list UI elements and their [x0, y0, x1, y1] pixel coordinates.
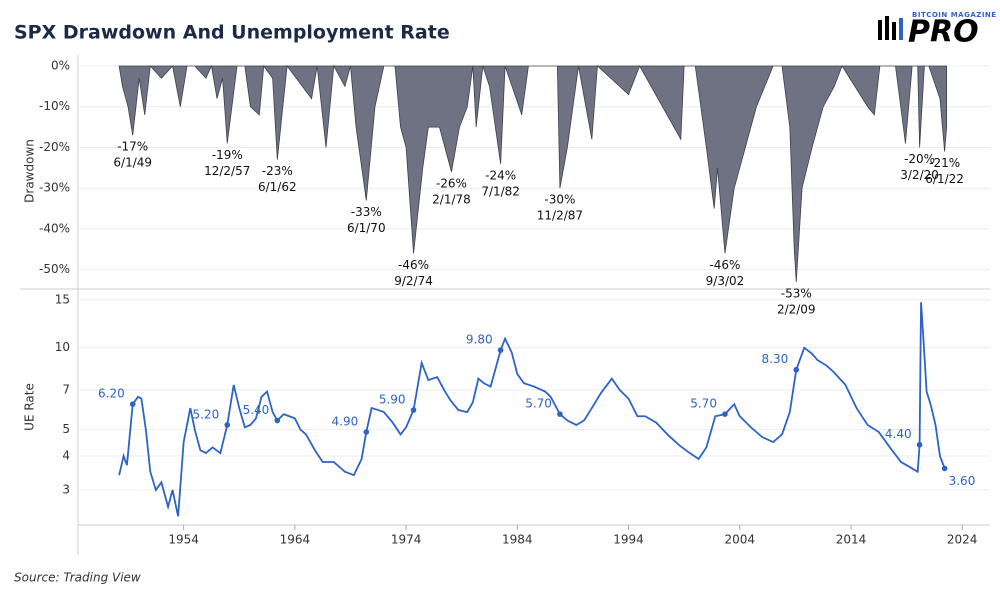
y-tick-label: 4 — [62, 448, 70, 462]
ue-marker — [557, 411, 563, 417]
chart-title: SPX Drawdown And Unemployment Rate — [14, 22, 450, 44]
annotation-value: -23% — [262, 164, 293, 178]
annotation-date: 11/2/87 — [537, 209, 583, 223]
point-label: 5.70 — [525, 397, 552, 411]
x-tick-label: 1964 — [280, 533, 311, 547]
annotation-value: -53% — [781, 286, 812, 300]
y-axis-title: UE Rate — [23, 383, 37, 431]
source-note: Source: Trading View — [14, 571, 141, 585]
ue-marker — [916, 441, 923, 448]
panel: 3 4 5 7 10 15 1954 1964 1974 1984 1994 2004 2014 2024… — [55, 292, 990, 547]
y-tick-label: -40% — [39, 221, 70, 235]
annotation-value: -24% — [485, 168, 516, 182]
point-label: 5.90 — [379, 393, 406, 407]
point-label: 8.30 — [762, 352, 789, 366]
annotation-date: 6/1/22 — [925, 172, 964, 186]
point-label: 9.80 — [466, 333, 493, 347]
y-tick-label: 10 — [55, 340, 70, 354]
annotation-value: -19% — [212, 148, 243, 162]
x-tick-label: 1994 — [613, 533, 644, 547]
y-tick-label: 0% — [51, 58, 70, 72]
y-tick-label: 15 — [55, 292, 70, 306]
x-tick-label: 1984 — [502, 533, 533, 547]
annotation-date: 12/2/57 — [204, 164, 250, 178]
annotation-date: 9/2/74 — [394, 274, 433, 288]
x-tick-label: 1954 — [168, 533, 199, 547]
x-tick-label: 2004 — [724, 533, 755, 547]
annotation-date: 2/1/78 — [432, 192, 471, 206]
ue-marker — [793, 366, 800, 373]
ue-marker — [224, 422, 231, 428]
annotation-value: -21% — [929, 156, 960, 170]
ue-marker — [941, 465, 948, 472]
point-label: 3.60 — [949, 474, 976, 488]
point-label: 4.90 — [332, 414, 359, 428]
y-tick-label: 7 — [62, 382, 70, 396]
logo-bar — [892, 22, 896, 40]
annotation-value: -30% — [544, 193, 575, 207]
y-axis-title: Drawdown — [23, 139, 37, 203]
annotation-value: -26% — [436, 176, 467, 190]
ue-marker — [129, 401, 136, 407]
logo-bar — [885, 16, 889, 40]
logo-pro: PRO — [908, 15, 979, 50]
point-label: 5.70 — [690, 397, 717, 411]
y-tick-label: -20% — [39, 140, 70, 154]
logo: BITCOIN MAGAZINE PRO — [878, 11, 997, 50]
annotation-value: -20% — [904, 152, 935, 166]
logo-bar — [899, 18, 903, 40]
annotation-date: 7/1/82 — [481, 184, 520, 198]
x-tick-label: 2024 — [947, 533, 978, 547]
ue-marker — [497, 347, 504, 353]
y-tick-label: -50% — [39, 262, 70, 276]
annotation-date: 2/2/09 — [777, 302, 816, 316]
x-tick-label: 2014 — [836, 533, 867, 547]
annotation-value: -33% — [351, 205, 382, 219]
y-tick-label: -30% — [39, 181, 70, 195]
point-label: 5.40 — [243, 403, 270, 417]
ue-marker — [274, 417, 281, 424]
point-label: 5.20 — [193, 407, 220, 421]
y-tick-label: 5 — [62, 422, 70, 436]
annotation-date: 6/1/49 — [113, 156, 152, 170]
logo-brand: BITCOIN MAGAZINE — [912, 11, 997, 19]
point-label: 4.40 — [885, 427, 912, 441]
annotation-value: -17% — [117, 140, 148, 154]
panel: 0% -10% -20% -30% -40% -50% -17% 6/1/49 -19% 12/2… — [39, 58, 990, 316]
drawdown-area — [118, 64, 948, 282]
annotation-date: 9/3/02 — [706, 274, 745, 288]
ue-marker — [363, 429, 370, 435]
ue-marker — [722, 411, 728, 417]
ue-marker — [410, 407, 417, 413]
annotation-date: 6/1/70 — [347, 221, 386, 235]
annotation-value: -46% — [709, 258, 740, 272]
ue-line — [118, 302, 947, 517]
annotation-date: 6/1/62 — [258, 180, 297, 194]
x-tick-label: 1974 — [391, 533, 422, 547]
y-tick-label: 3 — [62, 482, 70, 496]
logo-bar — [878, 20, 882, 40]
annotation-value: -46% — [398, 258, 429, 272]
annotation-date: 3/2/20 — [900, 168, 939, 182]
y-tick-label: -10% — [39, 99, 70, 113]
point-label: 6.20 — [98, 387, 125, 401]
